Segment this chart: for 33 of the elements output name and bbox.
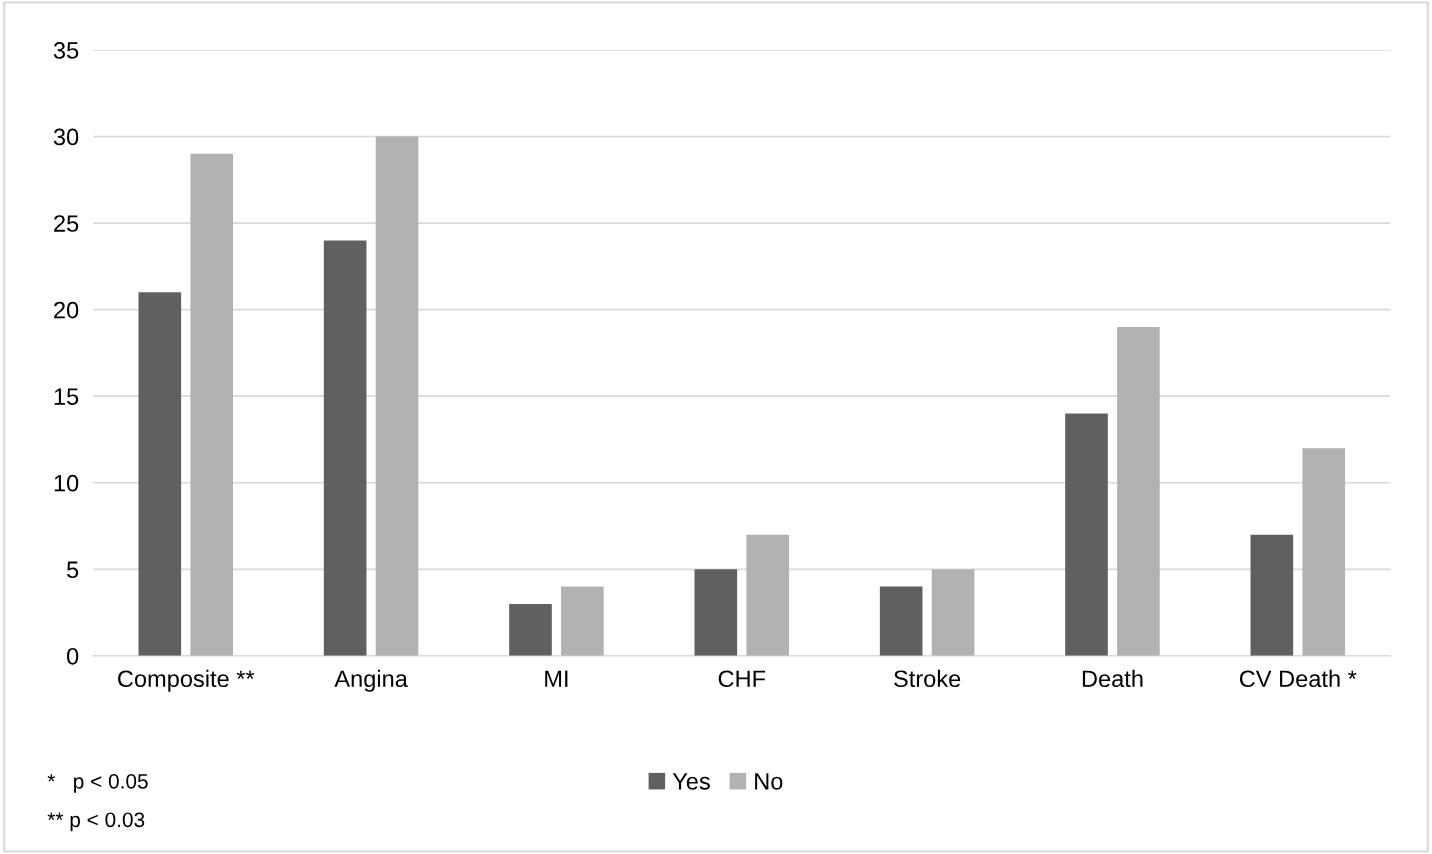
text: * p < 0.05 <box>47 773 148 793</box>
y-tick-label: 20 <box>54 301 79 319</box>
bar <box>879 586 923 656</box>
y-tick-label: 30 <box>53 128 79 146</box>
legend-label: No <box>755 773 783 790</box>
y-tick-label: 0 <box>66 647 79 665</box>
x-tick-label: MI <box>545 670 568 687</box>
x-tick-label: Angina <box>334 669 408 692</box>
bar <box>1117 326 1160 656</box>
x-tick-label: Composite ** <box>118 669 255 692</box>
y-tick-label: 35 <box>53 42 79 59</box>
bar <box>138 292 182 656</box>
y-tick-label: 5 <box>67 561 79 579</box>
bar <box>190 153 234 656</box>
y-tick-label: 10 <box>54 474 79 492</box>
text: ** p < 0.03 <box>47 812 145 832</box>
bar <box>375 136 419 656</box>
x-tick-label: CV Death * <box>1239 669 1357 688</box>
bar <box>1302 448 1346 656</box>
bar <box>1065 413 1108 656</box>
bar <box>746 534 790 656</box>
bar <box>931 569 975 656</box>
x-tick-label: Death <box>1082 669 1143 688</box>
x-tick-label: Stroke <box>894 669 961 688</box>
y-tick-label: 25 <box>54 215 79 232</box>
y-tick-label: 15 <box>54 388 79 405</box>
legend-label: Yes <box>672 773 710 790</box>
x-tick-label: CHF <box>718 670 766 688</box>
bar <box>561 586 604 656</box>
bar <box>1250 534 1294 656</box>
bar <box>323 240 367 656</box>
bar <box>694 569 738 656</box>
bar <box>509 603 552 656</box>
